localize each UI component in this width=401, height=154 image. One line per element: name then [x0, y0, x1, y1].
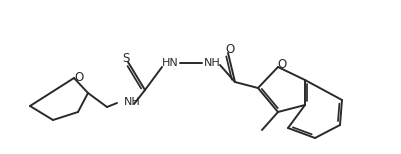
Text: HN: HN — [162, 58, 178, 68]
Text: O: O — [277, 57, 287, 71]
Text: NH: NH — [204, 58, 221, 68]
Text: NH: NH — [124, 97, 141, 107]
Text: O: O — [74, 71, 84, 83]
Text: O: O — [225, 43, 235, 55]
Text: S: S — [122, 51, 130, 65]
